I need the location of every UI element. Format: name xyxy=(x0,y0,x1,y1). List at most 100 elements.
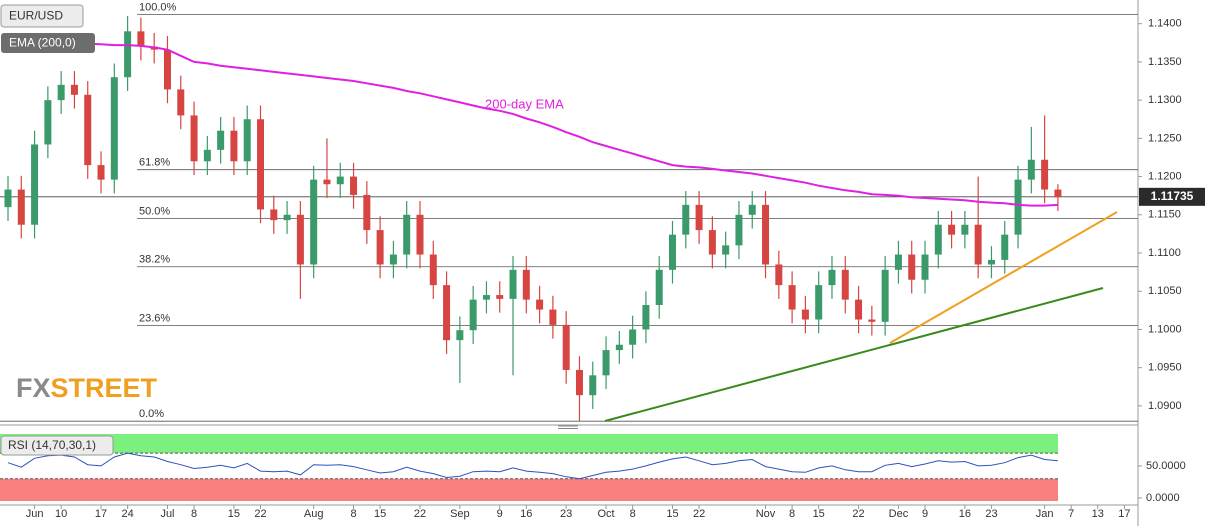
x-tick-label: 10 xyxy=(55,508,67,520)
x-tick-label: Dec xyxy=(889,508,909,520)
candle-body xyxy=(203,149,211,162)
x-tick-label: Nov xyxy=(756,508,776,520)
x-tick-label: 8 xyxy=(789,508,795,520)
candle-body xyxy=(482,295,490,300)
x-tick-label: 17 xyxy=(95,508,107,520)
x-tick-label: 9 xyxy=(497,508,503,520)
candle-body xyxy=(908,254,916,280)
candle-body xyxy=(855,299,863,320)
candle-body xyxy=(642,304,650,330)
candle-body xyxy=(456,330,464,341)
candle-body xyxy=(615,344,623,351)
x-tick-label: 17 xyxy=(1118,508,1130,520)
candle-body xyxy=(549,309,557,325)
x-tick-label: Sep xyxy=(450,508,470,520)
x-tick-label: 22 xyxy=(414,508,426,520)
rsi-zone xyxy=(0,478,1058,501)
candle-body xyxy=(921,254,929,280)
candle-body xyxy=(376,230,384,265)
last-price-label: 1.11735 xyxy=(1151,189,1194,203)
candle-body xyxy=(775,264,783,286)
candle-body xyxy=(190,115,198,162)
candle-body xyxy=(137,31,145,47)
candle-body xyxy=(762,204,770,265)
candle-body xyxy=(110,77,118,180)
candle-body xyxy=(97,165,105,180)
candle-body xyxy=(124,31,132,78)
candle-body xyxy=(84,94,92,166)
logo: FXSTREET xyxy=(16,373,158,403)
x-tick-label: 8 xyxy=(630,508,636,520)
candle-body xyxy=(403,214,411,255)
y-tick-label: 1.1050 xyxy=(1148,285,1182,297)
candle-body xyxy=(217,130,225,150)
candle-body xyxy=(575,369,583,396)
candle-body xyxy=(70,84,78,95)
trend-line xyxy=(604,287,1104,422)
y-tick-label: 1.0900 xyxy=(1148,400,1182,412)
candle-body xyxy=(443,285,451,341)
y-tick-label: 1.1150 xyxy=(1148,209,1181,221)
indicator-label: EMA (200,0) xyxy=(9,36,76,50)
candle-body xyxy=(722,245,730,255)
candle-body xyxy=(682,204,690,235)
x-tick-label: 15 xyxy=(228,508,240,520)
fib-label: 100.0% xyxy=(139,1,177,13)
candle-body xyxy=(522,269,530,300)
candle-body xyxy=(416,214,424,255)
candle-body xyxy=(828,269,836,286)
candle-body xyxy=(283,214,291,221)
candle-body xyxy=(57,84,65,101)
candle-body xyxy=(562,324,570,370)
x-tick-label: Aug xyxy=(304,508,324,520)
candle-body xyxy=(1001,234,1009,260)
ema-line xyxy=(7,37,1058,207)
candle-body xyxy=(177,89,185,116)
candle-body xyxy=(881,269,889,322)
rsi-zone xyxy=(0,434,1058,454)
candle-body xyxy=(974,224,982,265)
candle-body xyxy=(4,189,12,208)
candle-body xyxy=(669,234,676,270)
candle-body xyxy=(469,299,477,331)
fib-label: 0.0% xyxy=(139,408,164,420)
candle-body xyxy=(163,49,171,90)
x-tick-label: 13 xyxy=(1092,508,1104,520)
x-tick-label: 23 xyxy=(985,508,997,520)
candle-body xyxy=(350,176,358,195)
candle-body xyxy=(323,179,331,185)
fib-label: 38.2% xyxy=(139,254,170,266)
y-tick-label: 1.1400 xyxy=(1148,18,1182,30)
x-tick-label: Oct xyxy=(597,508,614,520)
x-tick-label: 23 xyxy=(560,508,572,520)
indicator-box xyxy=(0,435,114,456)
candle-body xyxy=(708,230,716,255)
x-tick-label: 15 xyxy=(813,508,825,520)
x-tick-label: 16 xyxy=(520,508,532,520)
splitter xyxy=(558,425,578,429)
title-box xyxy=(0,4,84,28)
candle-body xyxy=(31,144,39,225)
candle-body xyxy=(788,285,796,310)
x-tick-label: 22 xyxy=(254,508,266,520)
x-tick-label: 22 xyxy=(693,508,705,520)
x-tick-label: Jan xyxy=(1036,508,1054,520)
y-tick-label: 50.0000 xyxy=(1146,460,1186,472)
candle-body xyxy=(17,189,25,225)
candle-body xyxy=(589,375,597,396)
candle-body xyxy=(243,119,251,162)
candle-body xyxy=(655,269,663,305)
candle-body xyxy=(536,299,544,310)
y-tick-label: 0.0000 xyxy=(1146,492,1180,504)
candle-body xyxy=(230,130,238,162)
candle-body xyxy=(270,209,278,221)
ema-annotation: 200-day EMA xyxy=(485,96,564,111)
rsi-line xyxy=(7,452,1058,480)
x-tick-label: 15 xyxy=(374,508,386,520)
candle-body xyxy=(961,224,969,235)
candle-body xyxy=(894,254,902,270)
x-tick-label: Jun xyxy=(26,508,44,520)
trend-line xyxy=(889,211,1118,344)
candle-body xyxy=(868,319,876,322)
y-tick-label: 1.1000 xyxy=(1148,323,1182,335)
